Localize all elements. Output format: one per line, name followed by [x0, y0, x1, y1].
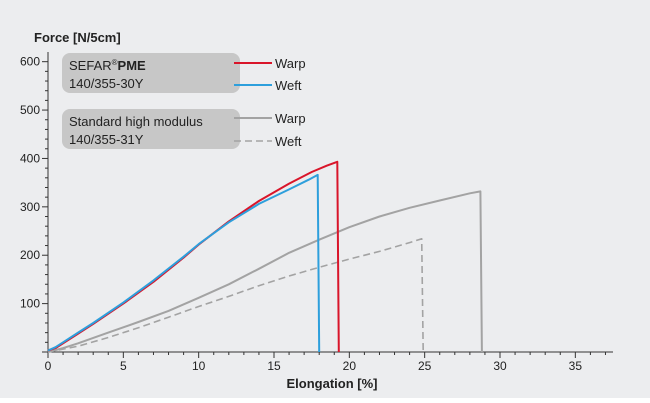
legend-group-pme: SEFAR®PME 140/355-30Y Warp Weft	[62, 53, 306, 93]
x-axis-title: Elongation [%]	[287, 376, 378, 391]
y-tick-label: 500	[20, 103, 40, 117]
x-tick-label: 10	[192, 359, 206, 373]
x-tick-label: 25	[418, 359, 432, 373]
x-tick-label: 5	[120, 359, 127, 373]
x-tick-label: 0	[45, 359, 52, 373]
x-tick-label: 20	[343, 359, 357, 373]
legend-pme-brand: SEFAR	[69, 58, 112, 73]
legend-standard-weft-label: Weft	[275, 134, 302, 149]
series-lines	[47, 160, 483, 353]
y-tick-label: 300	[20, 200, 40, 214]
y-tick-label: 600	[20, 55, 40, 69]
series-line-1	[47, 173, 321, 353]
y-tick-label: 200	[20, 248, 40, 262]
y-tick-label: 100	[20, 297, 40, 311]
legend-pme-code: 140/355-30Y	[69, 76, 144, 91]
legend-pme-title: SEFAR®PME	[69, 58, 146, 73]
x-tick-label: 15	[267, 359, 281, 373]
legend-standard-name: Standard high modulus	[69, 114, 203, 129]
series-line-2	[47, 190, 483, 353]
y-tick-label: 400	[20, 151, 40, 165]
legend-standard-code: 140/355-31Y	[69, 132, 144, 147]
legend-group-standard: Standard high modulus 140/355-31Y Warp W…	[62, 109, 306, 149]
legend-pme-product: PME	[118, 58, 147, 73]
legend-pme-registered: ®	[112, 58, 118, 67]
legend-pme-weft-label: Weft	[275, 78, 302, 93]
legend-box-standard	[62, 109, 240, 149]
legend-pme-warp-label: Warp	[275, 56, 306, 71]
y-axis-title: Force [N/5cm]	[34, 30, 121, 45]
axes: 0 5 10 15 20 25 30 35 100 200 300 400 500 600	[20, 52, 613, 373]
x-tick-label: 30	[493, 359, 507, 373]
series-line-3	[47, 238, 424, 353]
legend-box-pme	[62, 53, 240, 93]
x-tick-label: 35	[569, 359, 583, 373]
legend-standard-warp-label: Warp	[275, 111, 306, 126]
